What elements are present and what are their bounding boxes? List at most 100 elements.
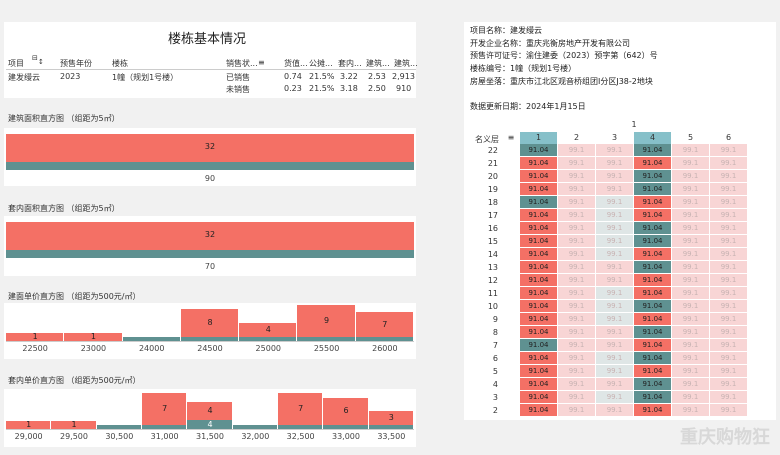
grid-cell[interactable]: 99.1 [710,339,747,351]
grid-cell[interactable]: 99.1 [596,222,633,234]
grid-cell[interactable]: 99.1 [672,274,709,286]
grid-cell[interactable]: 99.1 [710,391,747,403]
grid-cell[interactable]: 91.04 [634,209,671,221]
hist-bar[interactable] [323,397,368,425]
grid-cell[interactable]: 99.1 [558,326,595,338]
grid-cell[interactable]: 99.1 [710,144,747,156]
hist-bar-teal[interactable] [232,425,277,429]
grid-cell[interactable]: 99.1 [596,261,633,273]
grid-cell[interactable]: 99.1 [710,222,747,234]
grid-cell[interactable]: 91.04 [520,313,557,325]
grid-cell[interactable]: 99.1 [596,183,633,195]
grid-cell[interactable]: 99.1 [558,248,595,260]
grid-cell[interactable]: 99.1 [558,313,595,325]
grid-cell[interactable]: 99.1 [558,222,595,234]
header-inner[interactable]: 套内... [338,59,362,68]
grid-cell[interactable]: 99.1 [596,339,633,351]
grid-cell[interactable]: 99.1 [596,352,633,364]
grid-cell[interactable]: 99.1 [596,144,633,156]
hist-bar-teal[interactable] [239,337,297,341]
hist2-bar-teal[interactable] [6,250,414,258]
hist-bar-teal[interactable] [368,425,413,429]
grid-cell[interactable]: 91.04 [520,170,557,182]
grid-cell[interactable]: 99.1 [710,261,747,273]
header-building[interactable]: 楼栋 [112,59,128,68]
grid-cell[interactable]: 91.04 [520,365,557,377]
grid-cell[interactable]: 99.1 [596,391,633,403]
grid-cell[interactable]: 99.1 [710,248,747,260]
header-area[interactable]: 建筑... [366,59,390,68]
grid-cell[interactable]: 99.1 [558,378,595,390]
grid-cell[interactable]: 91.04 [520,287,557,299]
hist-bar-teal[interactable] [96,425,141,429]
grid-cell[interactable]: 91.04 [634,274,671,286]
sort-az-icon[interactable]: ↕ [38,58,44,66]
grid-cell[interactable]: 99.1 [558,196,595,208]
hist-bar[interactable] [6,333,64,341]
grid-cell[interactable]: 91.04 [520,196,557,208]
grid-cell[interactable]: 99.1 [672,365,709,377]
grid-cell[interactable]: 91.04 [634,261,671,273]
grid-cell[interactable]: 91.04 [520,378,557,390]
grid-cell[interactable]: 99.1 [672,157,709,169]
grid-cell[interactable]: 91.04 [634,157,671,169]
grid-cell[interactable]: 99.1 [710,274,747,286]
grid-cell[interactable]: 99.1 [710,378,747,390]
grid-cell[interactable]: 91.04 [520,157,557,169]
grid-cell[interactable]: 99.1 [672,144,709,156]
grid-cell[interactable]: 91.04 [634,144,671,156]
grid-cell[interactable]: 99.1 [558,339,595,351]
hist-bar[interactable] [6,421,51,429]
grid-cell[interactable]: 99.1 [596,326,633,338]
header-share[interactable]: 公摊... [309,59,333,68]
hist-bar[interactable] [297,305,355,337]
hist-bar-teal[interactable] [180,337,239,341]
grid-cell[interactable]: 99.1 [596,274,633,286]
grid-cell[interactable]: 99.1 [596,300,633,312]
grid-cell[interactable]: 99.1 [672,196,709,208]
grid-cell[interactable]: 99.1 [710,157,747,169]
grid-cell[interactable]: 99.1 [672,222,709,234]
grid-cell[interactable]: 99.1 [672,339,709,351]
header-area2[interactable]: 建筑... [394,59,418,68]
hist-bar[interactable] [51,421,96,429]
grid-cell[interactable]: 99.1 [596,196,633,208]
grid-cell[interactable]: 99.1 [672,170,709,182]
grid-cell[interactable]: 99.1 [596,209,633,221]
grid-cell[interactable]: 99.1 [558,157,595,169]
grid-cell[interactable]: 99.1 [710,313,747,325]
grid-cell[interactable]: 99.1 [672,261,709,273]
hist-bar[interactable] [278,393,323,425]
grid-cell[interactable]: 99.1 [710,209,747,221]
grid-cell[interactable]: 99.1 [558,391,595,403]
hist-bar-teal[interactable] [278,425,323,429]
grid-cell[interactable]: 91.04 [520,248,557,260]
grid-cell[interactable]: 91.04 [634,196,671,208]
hist-bar-teal[interactable] [142,425,187,429]
grid-cell[interactable]: 99.1 [710,235,747,247]
grid-cell[interactable]: 91.04 [634,235,671,247]
grid-cell[interactable]: 99.1 [672,313,709,325]
grid-cell[interactable]: 91.04 [520,300,557,312]
grid-cell[interactable]: 99.1 [596,235,633,247]
header-value[interactable]: 货值... [284,59,308,68]
hist-bar[interactable] [180,308,239,337]
grid-cell[interactable]: 99.1 [672,287,709,299]
grid-cell[interactable]: 91.04 [520,235,557,247]
grid-cell[interactable]: 91.04 [520,183,557,195]
hist1-bar[interactable] [6,134,414,162]
hist-bar[interactable] [239,322,297,337]
grid-cell[interactable]: 91.04 [520,404,557,416]
grid-cell[interactable]: 91.04 [634,183,671,195]
grid-cell[interactable]: 99.1 [596,378,633,390]
grid-cell[interactable]: 99.1 [558,404,595,416]
grid-cell[interactable]: 91.04 [634,313,671,325]
hist-bar[interactable] [142,393,187,425]
hist-bar[interactable] [187,401,232,420]
sort-icon[interactable]: ≡ [507,133,515,142]
grid-cell[interactable]: 99.1 [710,196,747,208]
grid-cell[interactable]: 99.1 [710,300,747,312]
grid-cell[interactable]: 99.1 [558,287,595,299]
grid-cell[interactable]: 99.1 [710,365,747,377]
grid-cell[interactable]: 99.1 [672,378,709,390]
